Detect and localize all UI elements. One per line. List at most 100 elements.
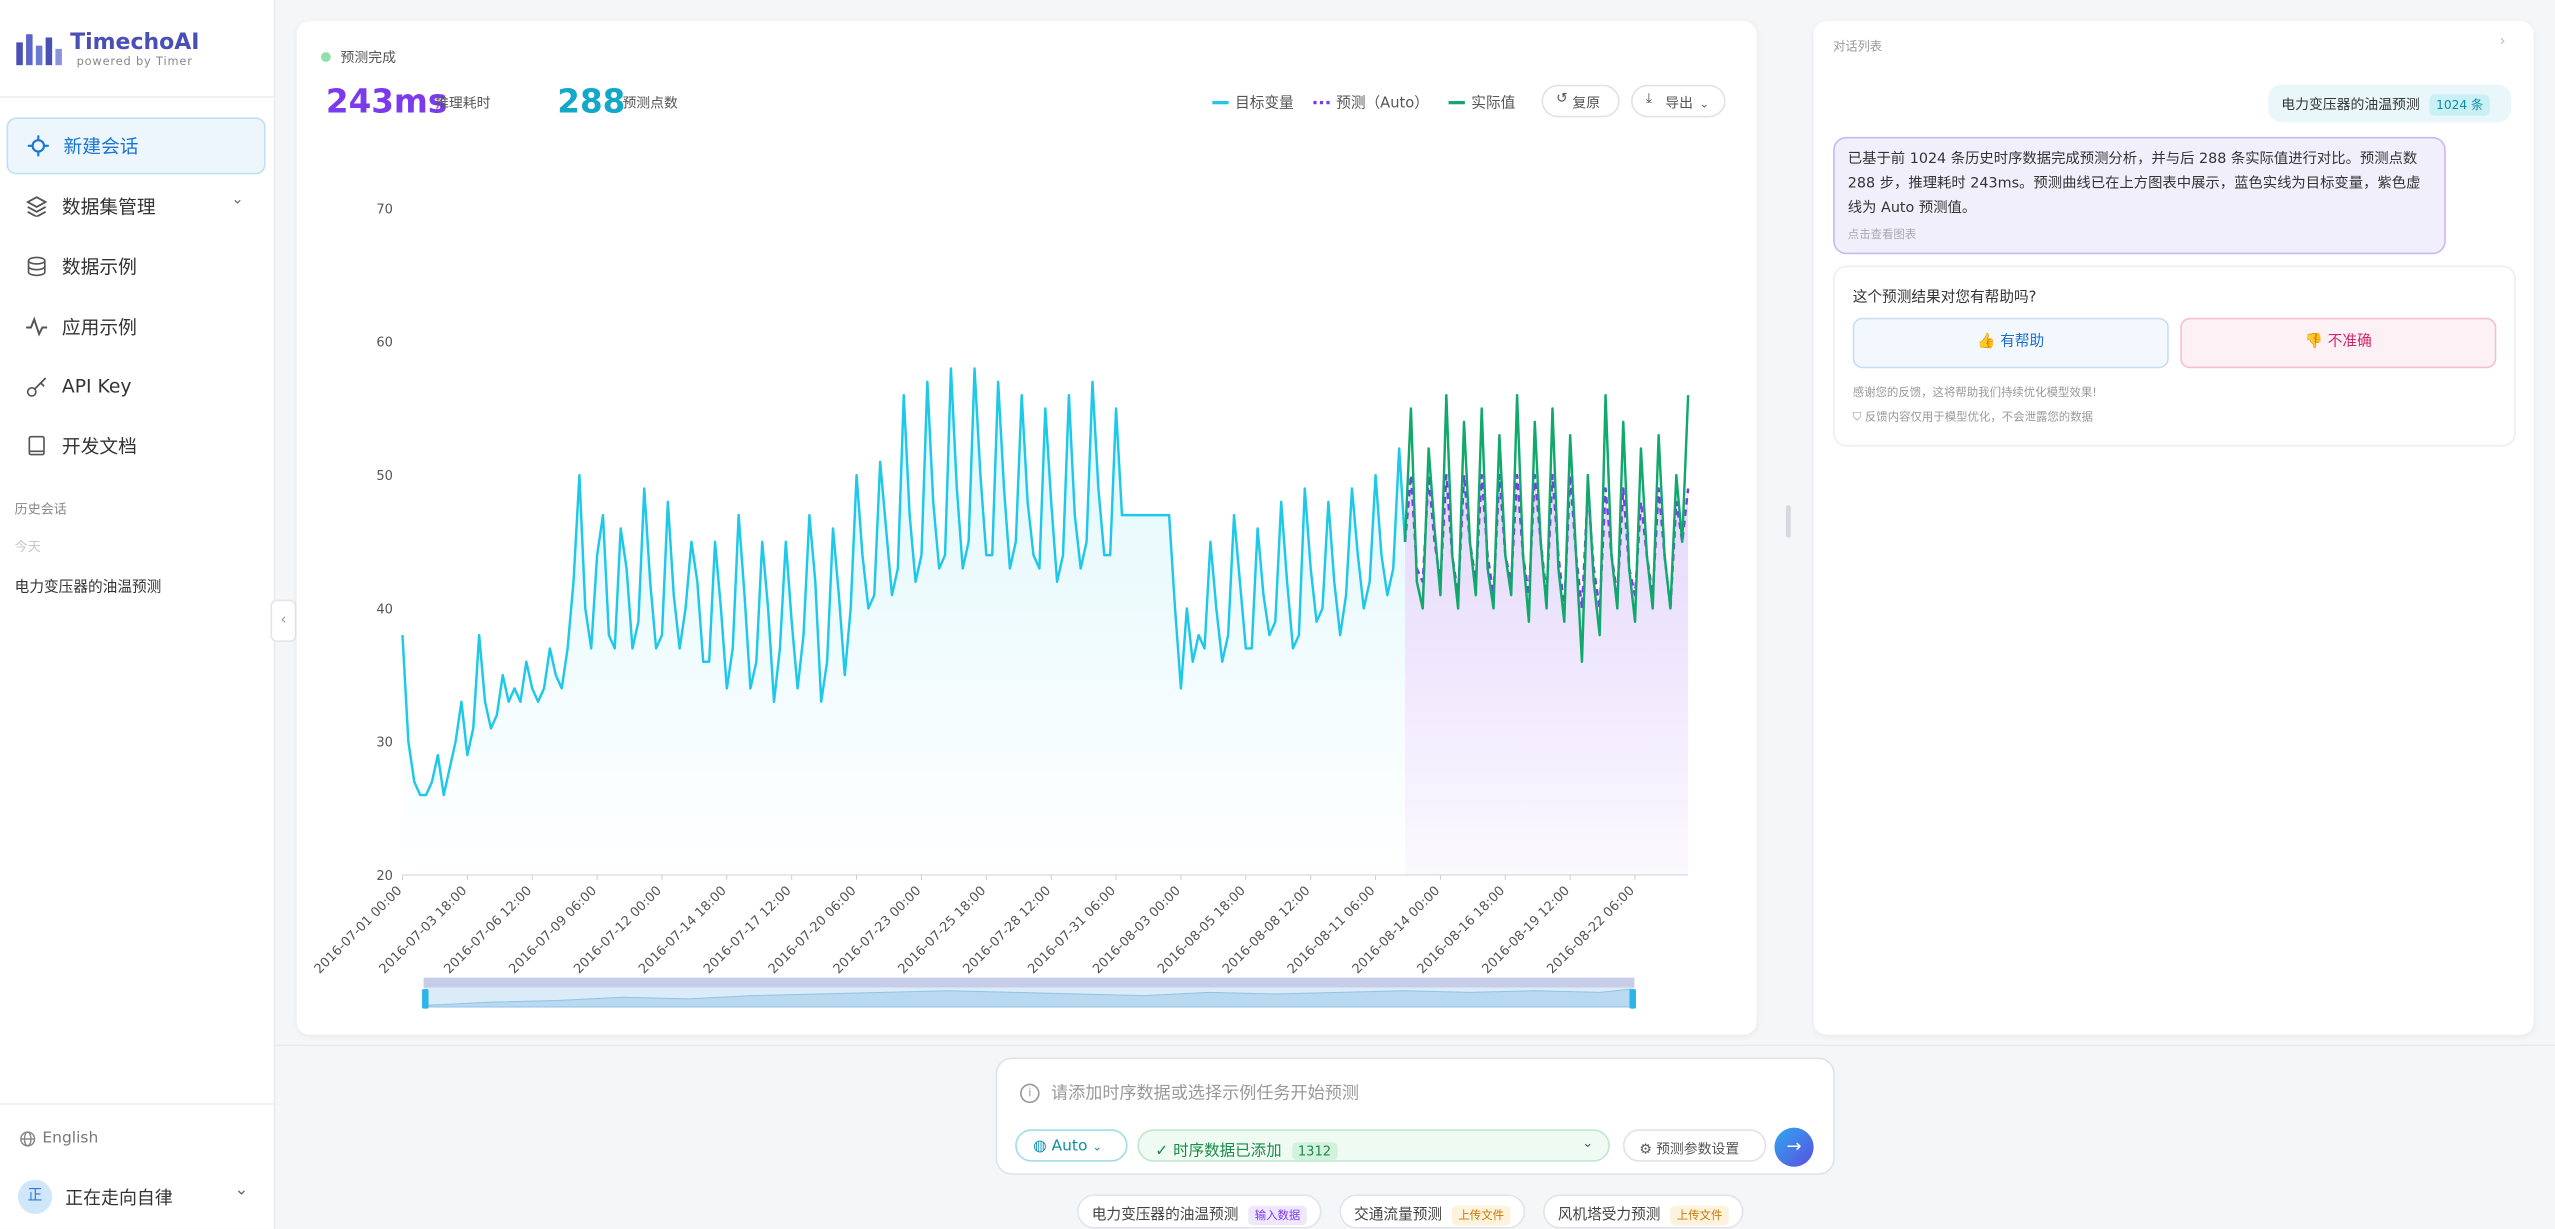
line [1403, 393, 1690, 663]
logo-icon [16, 34, 62, 66]
nav-item[interactable]: 开发文档 [7, 419, 263, 473]
icon [28, 435, 45, 456]
brand: TimechoAI [70, 29, 200, 56]
example-tag: 上传文件 [1451, 1205, 1511, 1226]
data-status-label: 时序数据已添加 [1173, 1142, 1282, 1161]
button-label: 有帮助 [2000, 334, 2045, 351]
stat-label: 预测点数 [622, 96, 678, 113]
icon: ⤓ [1645, 91, 1652, 108]
stat-value: 243ms [325, 81, 448, 121]
divider [273, 1044, 2555, 1047]
settings-button[interactable]: ⚙ 预测参数设置 [1622, 1129, 1767, 1162]
nav-label: 数据示例 [61, 255, 137, 279]
language[interactable]: English [42, 1129, 99, 1148]
chat-panel: 对话列表 › 电力变压器的油温预测 1024 条 已基于前 1024 条历史时序数… [1813, 21, 2534, 1035]
stat-label: 推理耗时 [435, 96, 491, 113]
user-message: 电力变压器的油温预测 1024 条 [2268, 84, 2511, 123]
chevron: ⌄ [1092, 1140, 1102, 1154]
message-text: 电力变压器的油温预测 [2281, 97, 2420, 115]
not-accurate-button[interactable]: 👎 不准确 [2180, 317, 2497, 369]
example-chip[interactable]: 交通流量预测 上传文件 [1339, 1194, 1526, 1229]
chart-link[interactable]: 点击查看图表 [1847, 228, 1917, 242]
nav-label: 应用示例 [61, 316, 137, 339]
chevron: ⌄ [1582, 1135, 1594, 1151]
model-select[interactable]: ◍ Auto ⌄ [1015, 1129, 1128, 1162]
tagline: powered by Timer [76, 55, 193, 69]
message-badge: 1024 条 [2429, 94, 2490, 116]
example-chip[interactable]: 电力变压器的油温预测 输入数据 [1077, 1194, 1322, 1229]
feedback-card: 这个预测结果对您有帮助吗? 👍 有帮助 👎 不准确 感谢您的反馈，这将帮助我们持… [1833, 265, 2516, 447]
chart-panel: 预测完成 243ms 推理耗时 288 预测点数 目标变量 预测（Auto） 实际值… [296, 21, 1757, 1035]
line [401, 367, 1407, 797]
example-tag: 输入数据 [1248, 1205, 1307, 1226]
nav-label: 开发文档 [61, 435, 137, 458]
chat-title: 对话列表 [1833, 39, 1883, 54]
chevron: ⌄ [231, 192, 244, 209]
chevron[interactable]: › [2499, 34, 2506, 51]
icon [26, 377, 47, 397]
zoom-handle[interactable] [1629, 989, 1636, 1009]
section-title: 历史会话 [14, 501, 67, 517]
nav-item[interactable]: 数据示例 [7, 240, 263, 294]
legend-swatch [1448, 100, 1465, 104]
nav-label: 新建会话 [63, 135, 139, 159]
nav-item[interactable]: 应用示例 [7, 300, 263, 354]
icon: ↺ [1556, 91, 1568, 108]
icon [27, 256, 46, 277]
nav-item[interactable]: 新建会话 [6, 117, 266, 175]
data-status[interactable]: ✓ 时序数据已添加 1312 ⌄ [1137, 1129, 1610, 1162]
status-dot [321, 52, 331, 62]
example-chip[interactable]: 风机塔受力预测 上传文件 [1543, 1194, 1744, 1229]
example-name: 风机塔受力预测 [1557, 1207, 1661, 1224]
send-button[interactable]: → [1774, 1127, 1814, 1167]
privacy-text: 反馈内容仅用于模型优化，不会泄露您的数据 [1864, 410, 2094, 424]
y-tick-label: 30 [376, 736, 393, 751]
divider [0, 96, 274, 98]
model-label: Auto [1051, 1137, 1088, 1156]
feedback-thanks: 感谢您的反馈，这将帮助我们持续优化模型效果! [1852, 386, 2097, 400]
legend-item[interactable]: 实际值 [1448, 91, 1515, 112]
y-tick-label: 40 [376, 602, 393, 617]
example-tag: 上传文件 [1670, 1205, 1729, 1226]
button-label: 不准确 [2327, 334, 2372, 351]
y-tick-label: 70 [376, 202, 393, 217]
icon [26, 316, 48, 337]
icon [26, 196, 48, 217]
chevron: ⌄ [1699, 97, 1710, 111]
y-tick-label: 20 [376, 869, 393, 884]
legend-item[interactable]: 预测（Auto） [1313, 91, 1429, 112]
info-icon: i [1020, 1083, 1040, 1104]
legend-swatch [1313, 100, 1330, 104]
nav-item[interactable]: 数据集管理 ⌄ [7, 179, 263, 233]
input-placeholder[interactable]: 请添加时序数据或选择示例任务开始预测 [1051, 1083, 1359, 1104]
message-text: 已基于前 1024 条历史时序数据完成预测分析，并与后 288 条实际值进行对比… [1847, 151, 2421, 217]
example-name: 电力变压器的油温预测 [1091, 1207, 1239, 1224]
collapse-button[interactable]: ‹ [270, 599, 297, 643]
legend-label: 实际值 [1471, 96, 1516, 113]
export-button[interactable]: ⤓ 导出 ⌄ [1631, 84, 1726, 118]
user-name[interactable]: 正在走向自律 [65, 1187, 173, 1210]
zoom-preview [426, 988, 1632, 1008]
legend: 目标变量 预测（Auto） 实际值 [1212, 91, 1515, 112]
zoom-handle[interactable] [422, 989, 429, 1009]
settings-label: 预测参数设置 [1656, 1142, 1740, 1159]
sidebar: TimechoAI powered by Timer 新建会话 数据集管理 ⌄ … [0, 0, 276, 1229]
composer: i 请添加时序数据或选择示例任务开始预测 ◍ Auto ⌄ ✓ 时序数据已添加 1… [995, 1057, 1835, 1175]
nav-item[interactable]: API Key [7, 360, 263, 414]
history-item[interactable]: 电力变压器的油温预测 [14, 580, 162, 597]
nav-label: API Key [61, 374, 132, 398]
resize-handle[interactable] [1785, 505, 1791, 538]
status: 预测完成 [340, 50, 396, 67]
y-tick-label: 60 [376, 336, 393, 351]
button-label: 导出 [1665, 96, 1694, 113]
chevron: ⌄ [234, 1181, 249, 1200]
legend-swatch [1212, 100, 1229, 104]
legend-label: 目标变量 [1235, 96, 1294, 113]
icon [27, 135, 49, 157]
reset-button[interactable]: ↺ 复原 [1541, 84, 1620, 118]
helpful-button[interactable]: 👍 有帮助 [1852, 317, 2169, 369]
legend-item[interactable]: 目标变量 [1212, 91, 1294, 113]
stat-value: 288 [557, 81, 626, 121]
